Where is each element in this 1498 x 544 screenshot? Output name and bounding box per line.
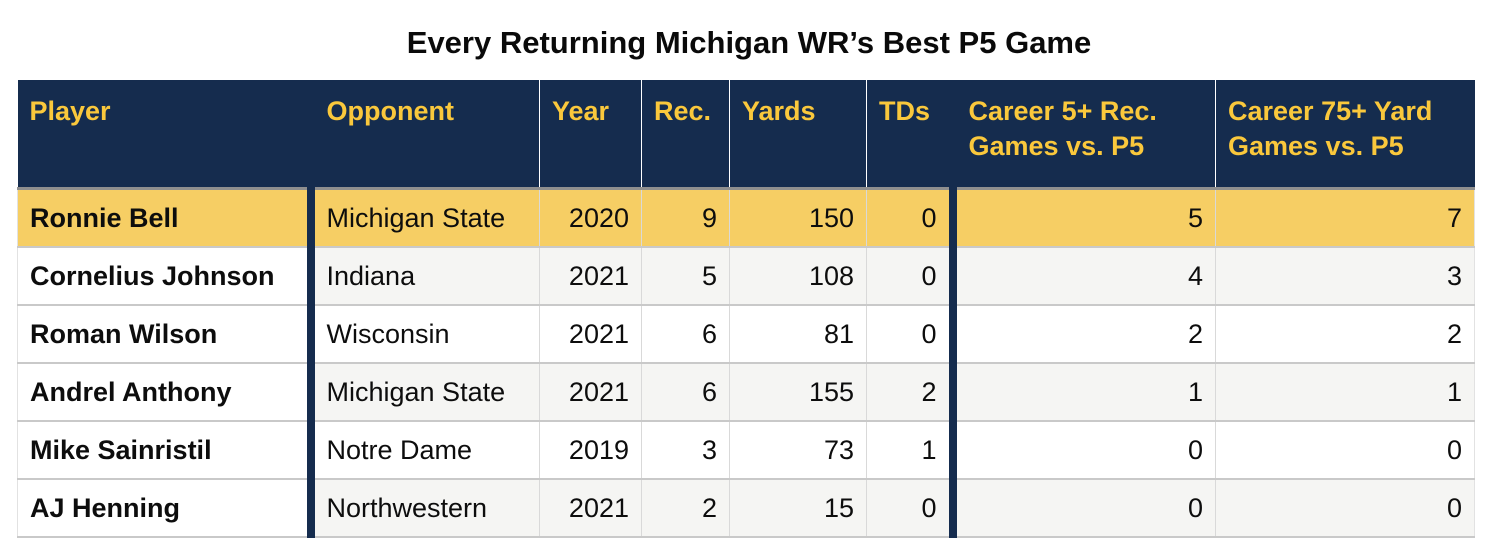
table-row: Ronnie Bell Michigan State 2020 9 150 0 5 7 bbox=[17, 188, 1475, 248]
table-row: Roman Wilson Wisconsin 2021 6 81 0 2 2 bbox=[17, 305, 1475, 364]
cell-opponent: Michigan State bbox=[306, 188, 540, 248]
cell-player: Andrel Anthony bbox=[17, 363, 311, 422]
column-header-player: Player bbox=[17, 80, 311, 190]
table-body: Ronnie Bell Michigan State 2020 9 150 0 5 7 Corn… bbox=[17, 188, 1475, 538]
cell-rec: 9 bbox=[641, 188, 730, 248]
cell-career5: 4 bbox=[948, 247, 1216, 306]
cell-career75: 0 bbox=[1215, 421, 1475, 480]
cell-player: Roman Wilson bbox=[17, 305, 311, 364]
cell-career75: 7 bbox=[1215, 188, 1475, 248]
cell-rec: 3 bbox=[641, 421, 730, 480]
cell-yards: 73 bbox=[729, 421, 867, 480]
column-header-rec: Rec. bbox=[641, 80, 730, 190]
cell-rec: 2 bbox=[641, 479, 730, 538]
cell-yards: 108 bbox=[729, 247, 867, 306]
cell-year: 2021 bbox=[539, 305, 642, 364]
cell-tds: 2 bbox=[866, 363, 953, 422]
column-header-tds: TDs bbox=[866, 80, 953, 190]
cell-rec: 6 bbox=[641, 363, 730, 422]
cell-yards: 155 bbox=[729, 363, 867, 422]
column-header-year: Year bbox=[539, 80, 642, 190]
cell-player: Ronnie Bell bbox=[17, 188, 311, 248]
cell-yards: 150 bbox=[729, 188, 867, 248]
cell-yards: 81 bbox=[729, 305, 867, 364]
cell-tds: 0 bbox=[866, 247, 953, 306]
column-header-yards: Yards bbox=[729, 80, 867, 190]
cell-career75: 0 bbox=[1215, 479, 1475, 538]
header-row: Player Opponent Year Rec. Yards TDs Career 5+ … bbox=[17, 80, 1475, 190]
column-header-career5: Career 5+ Rec. Games vs. P5 bbox=[948, 80, 1216, 190]
table-row: Cornelius Johnson Indiana 2021 5 108 0 4 3 bbox=[17, 247, 1475, 306]
table-row: AJ Henning Northwestern 2021 2 15 0 0 0 bbox=[17, 479, 1475, 538]
cell-career5: 0 bbox=[948, 421, 1216, 480]
cell-opponent: Michigan State bbox=[306, 363, 540, 422]
cell-rec: 5 bbox=[641, 247, 730, 306]
cell-year: 2021 bbox=[539, 363, 642, 422]
column-header-opponent: Opponent bbox=[306, 80, 540, 190]
cell-career5: 2 bbox=[948, 305, 1216, 364]
page-title: Every Returning Michigan WR’s Best P5 Ga… bbox=[406, 25, 1092, 60]
cell-career5: 0 bbox=[948, 479, 1216, 538]
cell-year: 2019 bbox=[539, 421, 642, 480]
cell-opponent: Indiana bbox=[306, 247, 540, 306]
wr-stats-table: Player Opponent Year Rec. Yards TDs Career 5+ … bbox=[17, 80, 1475, 538]
cell-career5: 1 bbox=[948, 363, 1216, 422]
cell-career75: 2 bbox=[1215, 305, 1475, 364]
cell-career75: 1 bbox=[1215, 363, 1475, 422]
cell-opponent: Northwestern bbox=[306, 479, 540, 538]
cell-player: AJ Henning bbox=[17, 479, 311, 538]
cell-tds: 0 bbox=[866, 305, 953, 364]
cell-opponent: Notre Dame bbox=[306, 421, 540, 480]
cell-yards: 15 bbox=[729, 479, 867, 538]
cell-year: 2021 bbox=[539, 479, 642, 538]
cell-year: 2021 bbox=[539, 247, 642, 306]
table-row: Mike Sainristil Notre Dame 2019 3 73 1 0 0 bbox=[17, 421, 1475, 480]
table-row: Andrel Anthony Michigan State 2021 6 155 2 1 1 bbox=[17, 363, 1475, 422]
cell-career75: 3 bbox=[1215, 247, 1475, 306]
cell-opponent: Wisconsin bbox=[306, 305, 540, 364]
cell-rec: 6 bbox=[641, 305, 730, 364]
cell-tds: 1 bbox=[866, 421, 953, 480]
cell-tds: 0 bbox=[866, 479, 953, 538]
cell-year: 2020 bbox=[539, 188, 642, 248]
cell-career5: 5 bbox=[948, 188, 1216, 248]
cell-player: Mike Sainristil bbox=[17, 421, 311, 480]
cell-tds: 0 bbox=[866, 188, 953, 248]
cell-player: Cornelius Johnson bbox=[17, 247, 311, 306]
column-header-career75: Career 75+ Yard Games vs. P5 bbox=[1215, 80, 1475, 190]
table-header: Player Opponent Year Rec. Yards TDs Career 5+ … bbox=[17, 80, 1475, 190]
